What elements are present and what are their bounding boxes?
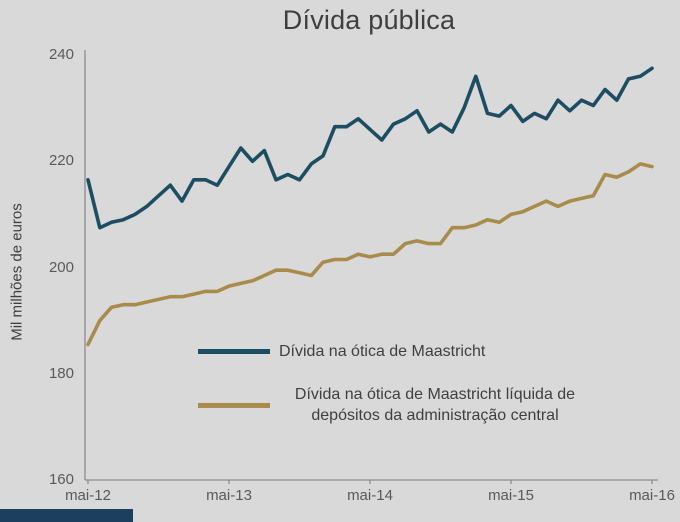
legend-entry-maastricht-net: Dívida na ótica de Maastricht líquida de…: [198, 384, 591, 427]
x-tick-label: mai-14: [347, 487, 393, 504]
legend-label-maastricht-net: Dívida na ótica de Maastricht líquida de…: [294, 385, 576, 425]
x-tick-label: mai-13: [206, 487, 252, 504]
legend-entry-maastricht: Dívida na ótica de Maastricht: [198, 341, 591, 363]
y-tick-label: 220: [48, 152, 74, 170]
y-tick-label: 200: [48, 258, 74, 276]
chart-title: Dívida pública: [282, 5, 456, 35]
series-line-maastricht-net: [86, 162, 654, 347]
legend-swatch-maastricht-net: [198, 402, 270, 408]
y-tick-label: 180: [48, 364, 74, 382]
window-edge-fragment: [0, 509, 133, 522]
legend-swatch-maastricht: [198, 349, 270, 355]
legend: Dívida na ótica de Maastricht Dívida na …: [198, 341, 591, 427]
y-tick-label: 160: [48, 471, 74, 488]
x-tick-label: mai-12: [65, 487, 111, 504]
legend-label-maastricht: Dívida na ótica de Maastricht: [279, 343, 486, 360]
x-tick-label: mai-16: [629, 487, 675, 504]
series-line-maastricht: [86, 66, 654, 230]
y-tick-label: 240: [48, 46, 74, 63]
x-tick-label: mai-15: [488, 487, 534, 504]
